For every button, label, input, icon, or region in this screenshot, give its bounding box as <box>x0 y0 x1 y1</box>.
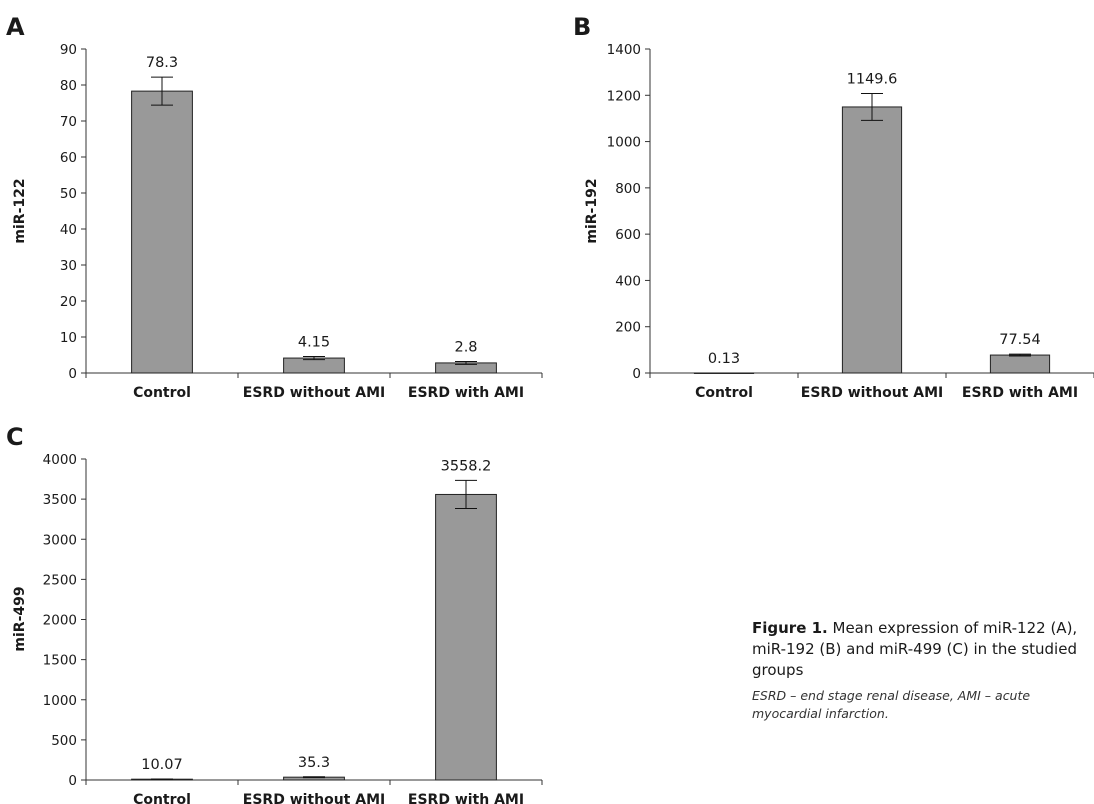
bar <box>131 90 193 374</box>
bar <box>841 106 903 374</box>
y-axis-title: miR-122 <box>12 178 28 243</box>
category-label: ESRD with AMI <box>408 385 524 401</box>
y-tick-label: 4000 <box>43 452 77 468</box>
panel-label: B <box>573 13 591 41</box>
y-tick-label: 2500 <box>43 572 77 588</box>
y-tick-label: 800 <box>615 181 641 197</box>
panel-label: C <box>6 423 24 451</box>
caption-note: ESRD – end stage renal disease, AMI – ac… <box>752 688 1031 721</box>
y-tick-label: 1400 <box>607 42 641 58</box>
data-label: 3558.2 <box>441 458 492 474</box>
y-tick-label: 0 <box>632 366 641 382</box>
figure-caption: Figure 1. Mean expression of miR-122 (A)… <box>752 618 1087 723</box>
data-label: 78.3 <box>146 55 178 71</box>
bar <box>435 493 497 781</box>
y-tick-label: 0 <box>68 773 77 789</box>
y-tick-label: 400 <box>615 273 641 289</box>
data-label: 4.15 <box>298 334 330 350</box>
data-label: 10.07 <box>141 757 183 773</box>
y-tick-label: 70 <box>60 114 77 130</box>
y-tick-label: 1000 <box>43 693 77 709</box>
y-tick-label: 1000 <box>607 135 641 151</box>
y-tick-label: 500 <box>51 733 77 749</box>
category-label: Control <box>133 792 191 804</box>
y-tick-label: 3500 <box>43 492 77 508</box>
data-label: 2.8 <box>454 339 477 355</box>
y-tick-label: 10 <box>60 330 77 346</box>
category-label: ESRD with AMI <box>962 385 1078 401</box>
category-label: ESRD without AMI <box>243 792 385 804</box>
caption-title: Figure 1. Mean expression of miR-122 (A)… <box>752 618 1087 681</box>
y-tick-label: 20 <box>60 294 77 310</box>
y-tick-label: 90 <box>60 42 77 58</box>
bar <box>283 357 345 374</box>
y-tick-label: 200 <box>615 320 641 336</box>
y-tick-label: 0 <box>68 366 77 382</box>
panel-label: A <box>6 13 25 41</box>
y-tick-label: 1200 <box>607 88 641 104</box>
category-label: ESRD without AMI <box>243 385 385 401</box>
y-tick-label: 600 <box>615 227 641 243</box>
category-label: Control <box>133 385 191 401</box>
data-label: 77.54 <box>999 332 1041 348</box>
y-tick-label: 60 <box>60 150 77 166</box>
caption-text: Mean expression of miR-122 (A), miR-192 … <box>752 619 1078 679</box>
y-axis-title: miR-192 <box>584 178 600 243</box>
y-tick-label: 2000 <box>43 613 77 629</box>
y-tick-label: 30 <box>60 258 77 274</box>
y-tick-label: 80 <box>60 78 77 94</box>
caption-label: Figure 1. <box>752 619 828 637</box>
y-tick-label: 3000 <box>43 532 77 548</box>
data-label: 1149.6 <box>847 72 898 88</box>
bar <box>989 354 1051 374</box>
data-label: 35.3 <box>298 755 330 771</box>
y-tick-label: 1500 <box>43 653 77 669</box>
y-axis-title: miR-499 <box>12 586 28 651</box>
data-label: 0.13 <box>708 351 740 367</box>
category-label: ESRD with AMI <box>408 792 524 804</box>
y-tick-label: 50 <box>60 186 77 202</box>
bar <box>693 372 755 374</box>
category-label: ESRD without AMI <box>801 385 943 401</box>
y-tick-label: 40 <box>60 222 77 238</box>
category-label: Control <box>695 385 753 401</box>
